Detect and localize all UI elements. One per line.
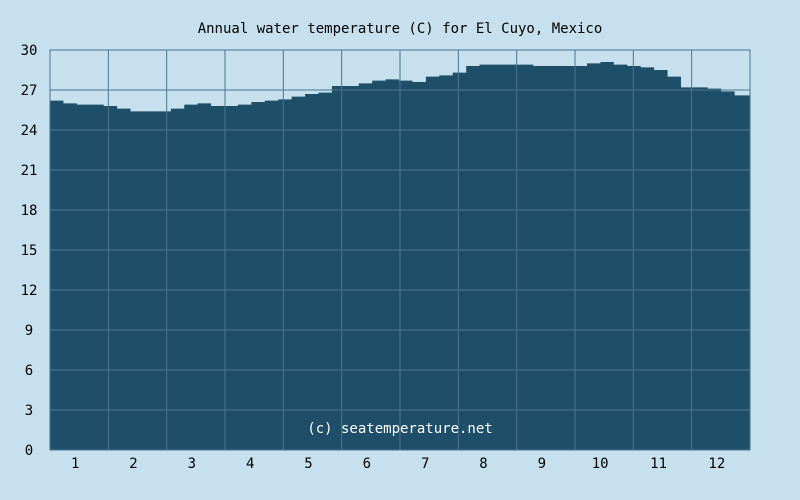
y-tick-label: 18 <box>21 203 38 219</box>
x-tick-label: 11 <box>650 456 667 472</box>
y-tick-label: 21 <box>21 163 38 179</box>
credit-text: (c) seatemperature.net <box>307 421 492 437</box>
x-tick-label: 8 <box>479 456 487 472</box>
x-tick-label: 4 <box>246 456 254 472</box>
x-tick-label: 5 <box>304 456 312 472</box>
x-tick-label: 12 <box>708 456 725 472</box>
y-tick-label: 30 <box>21 43 38 59</box>
y-tick-label: 15 <box>21 243 38 259</box>
plot-border <box>49 49 751 451</box>
x-tick-label: 10 <box>592 456 609 472</box>
x-tick-label: 9 <box>538 456 546 472</box>
y-tick-label: 24 <box>21 123 38 139</box>
x-tick-label: 1 <box>71 456 79 472</box>
y-tick-label: 9 <box>25 323 33 339</box>
x-tick-label: 2 <box>129 456 137 472</box>
y-tick-label: 3 <box>25 403 33 419</box>
x-tick-label: 3 <box>188 456 196 472</box>
x-tick-label: 7 <box>421 456 429 472</box>
y-tick-label: 6 <box>25 363 33 379</box>
y-tick-label: 12 <box>21 283 38 299</box>
x-tick-label: 6 <box>363 456 371 472</box>
y-tick-label: 27 <box>21 83 38 99</box>
chart-title: Annual water temperature (C) for El Cuyo… <box>198 21 603 37</box>
y-tick-label: 0 <box>25 443 33 459</box>
